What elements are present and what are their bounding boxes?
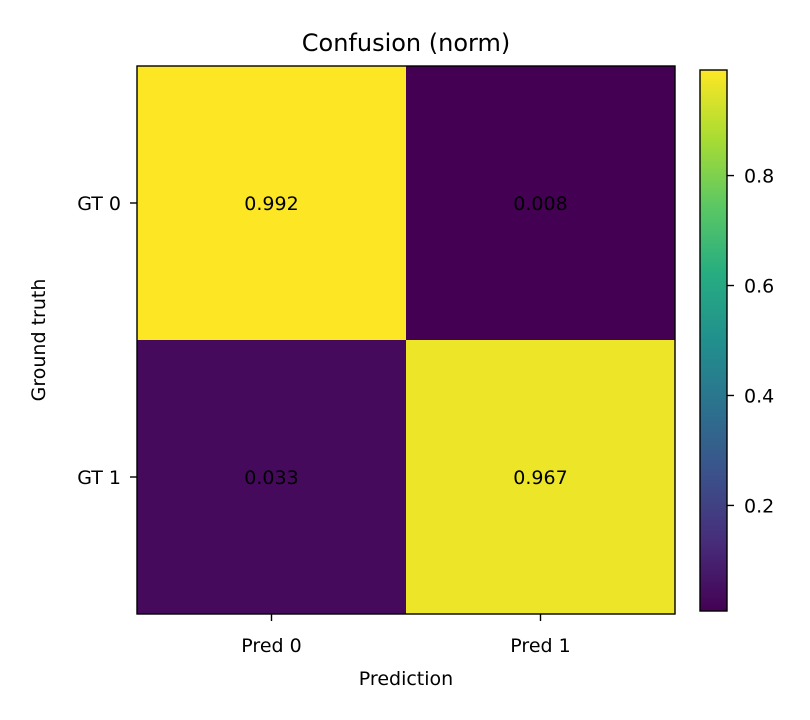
- y-tick-label: GT 1: [77, 467, 121, 489]
- cell-value-label-r1-c1: 0.967: [513, 467, 567, 489]
- y-axis-label: Ground truth: [28, 279, 50, 402]
- x-axis-ticks: Pred 0 Pred 1: [241, 614, 571, 657]
- colorbar-tick-label: 0.6: [744, 276, 774, 298]
- heatmap-cell-r0-c1: [406, 66, 675, 340]
- chart-title: Confusion (norm): [302, 29, 510, 57]
- x-axis-label: Prediction: [359, 668, 453, 690]
- colorbar-frame: [699, 69, 728, 612]
- colorbar: [700, 70, 727, 611]
- heatmap-cell-r0-c0: [137, 66, 406, 340]
- y-axis-ticks: GT 0 GT 1: [77, 193, 137, 489]
- x-tick-label: Pred 1: [510, 635, 570, 657]
- cell-value-label-r0-c1: 0.008: [513, 193, 567, 215]
- colorbar-tick-label: 0.8: [744, 166, 774, 188]
- x-tick-label: Pred 0: [241, 635, 301, 657]
- heatmap-cells: [137, 66, 675, 614]
- heatmap-cell-r1-c0: [137, 340, 406, 614]
- colorbar-tick-label: 0.2: [744, 495, 774, 517]
- heatmap-cell-r1-c1: [406, 340, 675, 614]
- colorbar-ticks: 0.2 0.4 0.6 0.8: [727, 166, 774, 517]
- cell-value-label-r0-c0: 0.992: [244, 193, 298, 215]
- heatmap-cell-labels: 0.992 0.008 0.033 0.967: [244, 193, 567, 489]
- plot-frame: [136, 65, 676, 615]
- colorbar-tick-label: 0.4: [744, 385, 774, 407]
- y-tick-label: GT 0: [77, 193, 121, 215]
- cell-value-label-r1-c0: 0.033: [244, 467, 298, 489]
